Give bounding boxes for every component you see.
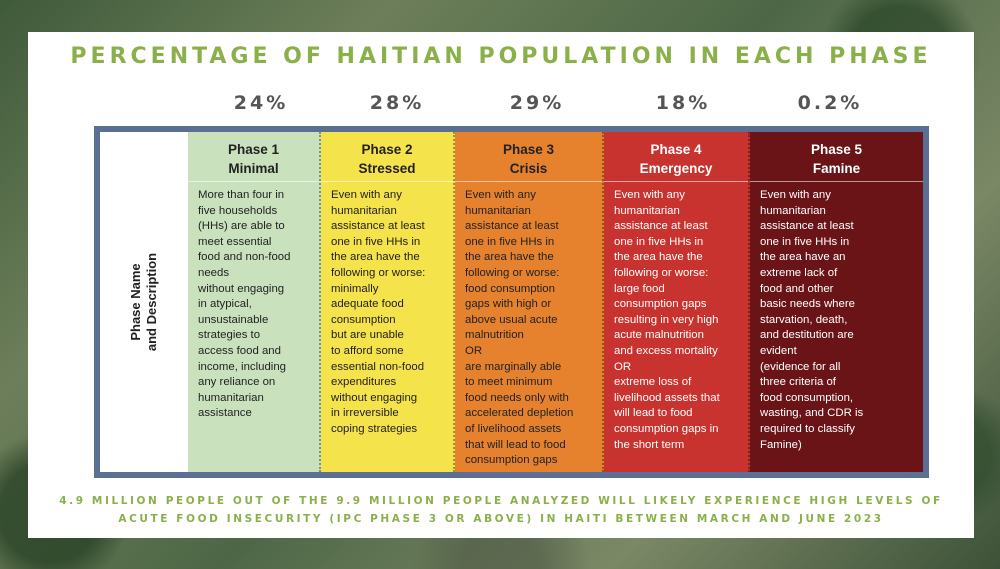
phase-5-description: Even with any humanitarian assistance at… [760,189,864,451]
phase-4-column: Phase 4 Emergency Even with any humanita… [604,132,750,472]
phase-2-column: Phase 2 Stressed Even with any humanitar… [321,132,455,472]
phase-4-percent: 18% [655,92,711,114]
row-header-label: Phase Name and Description [128,252,159,352]
phase-table: Phase Name and Description Phase 1 Minim… [94,126,929,478]
phase-4-description: Even with any humanitarian assistance at… [614,189,720,451]
row-header-cell: Phase Name and Description [100,132,190,472]
phase-2-header: Phase 2 Stressed [321,132,453,182]
phase-3-percent: 29% [509,92,565,114]
phase-1-name: Minimal [228,161,279,176]
phase-3-column: Phase 3 Crisis Even with any humanitaria… [455,132,604,472]
page-title: PERCENTAGE OF HAITIAN POPULATION IN EACH… [70,44,932,69]
phase-1-column: Phase 1 Minimal More than four in five h… [188,132,321,472]
phase-4-name: Emergency [639,161,713,176]
phase-2-percent: 28% [369,92,425,114]
phase-1-description: More than four in five households (HHs) … [198,189,291,420]
phase-5-name: Famine [812,161,861,176]
infographic-card: PERCENTAGE OF HAITIAN POPULATION IN EACH… [28,32,974,538]
phase-5-percent: 0.2% [797,92,863,114]
phase-3-description: Even with any humanitarian assistance at… [465,189,574,467]
phase-4-header: Phase 4 Emergency [604,132,748,182]
phase-2-number: Phase 2 [361,142,413,157]
phase-3-name: Crisis [509,161,548,176]
footer-summary: 4.9 MILLION PEOPLE OUT OF THE 9.9 MILLIO… [59,495,943,525]
phase-2-name: Stressed [358,161,416,176]
phase-1-number: Phase 1 [227,142,280,157]
phase-5-number: Phase 5 [810,142,863,157]
phase-4-number: Phase 4 [650,142,702,157]
phase-3-number: Phase 3 [502,142,555,157]
phase-3-header: Phase 3 Crisis [455,132,602,182]
phase-5-header: Phase 5 Famine [750,132,923,182]
phase-1-header: Phase 1 Minimal [188,132,319,182]
phase-1-percent: 24% [233,92,289,114]
phase-2-description: Even with any humanitarian assistance at… [331,189,426,435]
phase-5-column: Phase 5 Famine Even with any humanitaria… [750,132,923,472]
